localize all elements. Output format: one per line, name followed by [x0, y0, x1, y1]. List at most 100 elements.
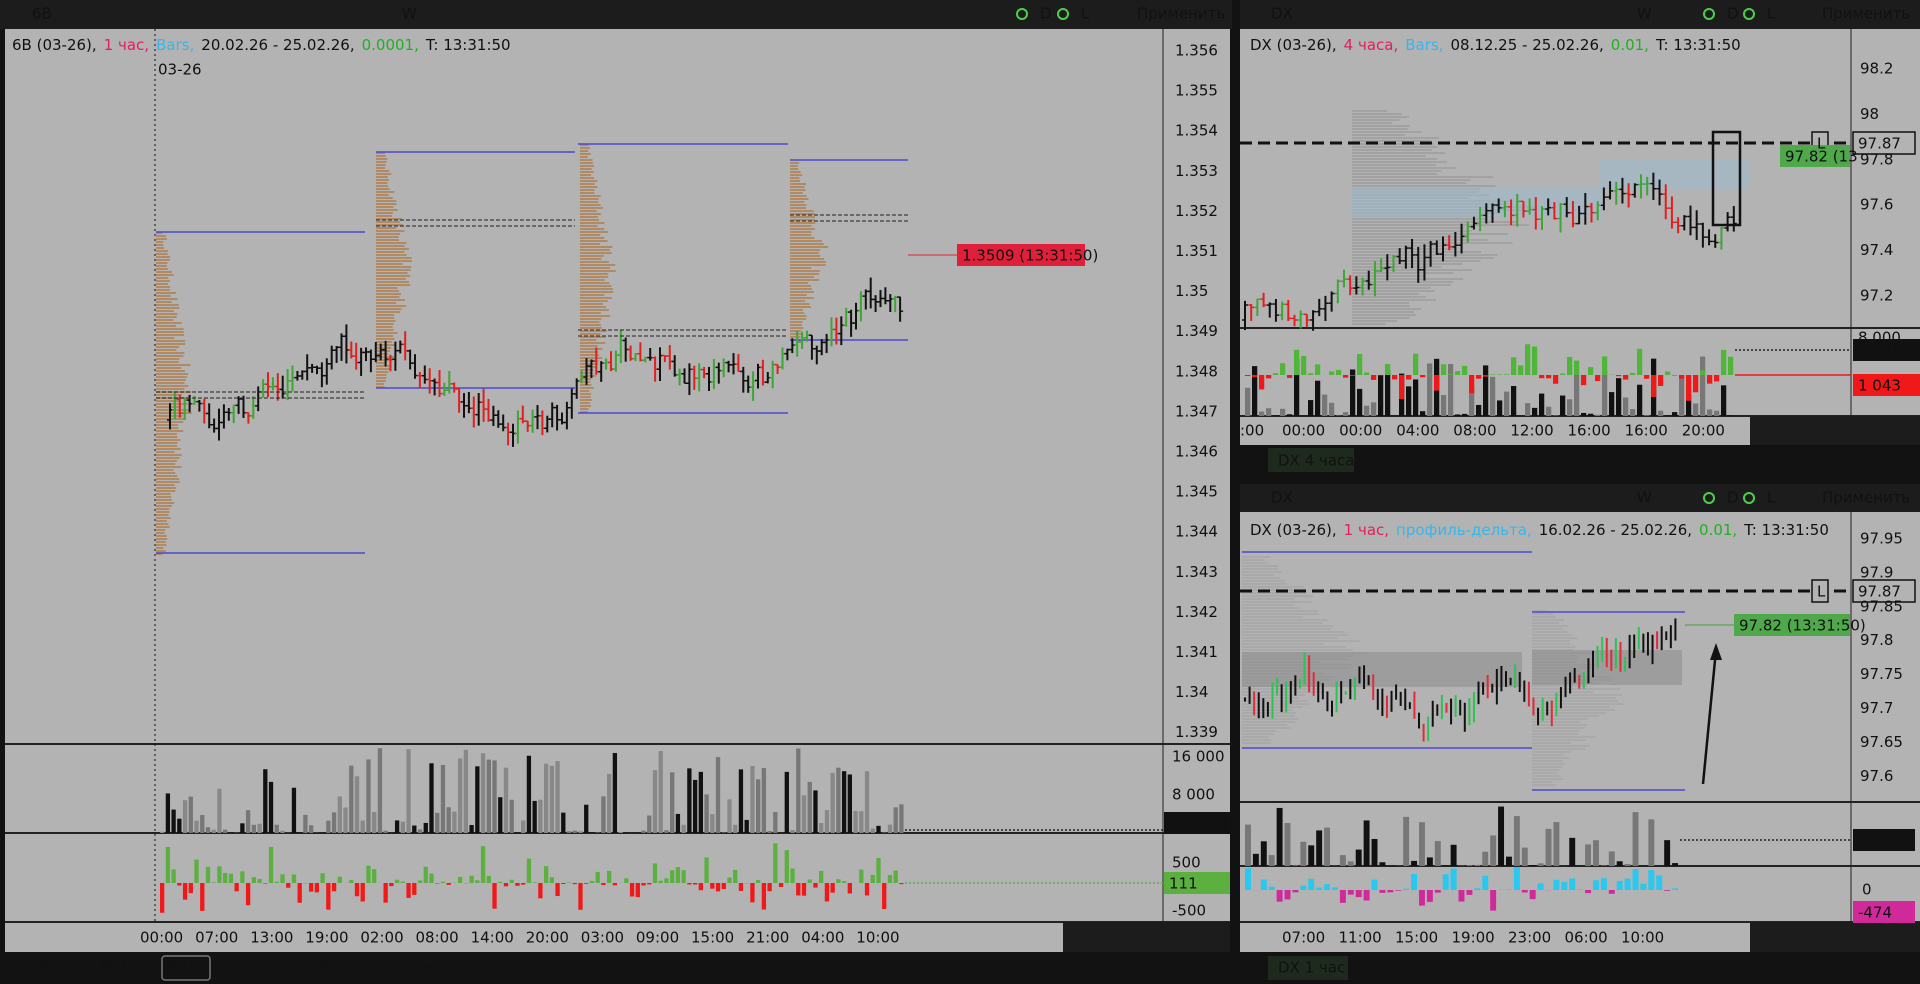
shape: [188, 883, 193, 894]
shape: [1632, 812, 1639, 866]
shape: [1609, 392, 1615, 416]
shape: [156, 256, 170, 258]
shape: [819, 870, 824, 883]
header-time: T: 13:31:50: [425, 36, 511, 54]
tab[interactable]: DX День: [463, 959, 529, 977]
tab[interactable]: 6B4h: [218, 959, 257, 977]
period[interactable]: W: [1637, 489, 1652, 507]
tab[interactable]: DX Неделя: [541, 959, 626, 977]
period[interactable]: W: [402, 5, 417, 23]
shape: [1315, 380, 1321, 416]
price-tick-label: 1.343: [1175, 563, 1218, 581]
shape: [715, 883, 721, 892]
shape: [211, 829, 216, 833]
toggle[interactable]: D: [1727, 5, 1739, 23]
shape: [893, 807, 898, 833]
shape: [1482, 875, 1489, 890]
tab[interactable]: DX 4 часа: [1278, 452, 1354, 470]
tab[interactable]: DX 15 мин: [372, 959, 453, 977]
shape: [376, 374, 387, 376]
shape: [1352, 257, 1494, 259]
tab[interactable]: DX 1 час: [1278, 959, 1345, 977]
shape: [1658, 410, 1664, 416]
shape: [200, 815, 205, 833]
shape: [1553, 879, 1560, 890]
price-tick-label: 1.355: [1175, 82, 1218, 100]
tab[interactable]: 6B5m: [40, 959, 84, 977]
shape: [819, 822, 824, 833]
shape: [1352, 281, 1454, 283]
shape: [446, 883, 451, 885]
toggle[interactable]: D: [1040, 5, 1052, 23]
shape: [376, 362, 387, 364]
shape: [1352, 296, 1427, 298]
shape: [1352, 152, 1446, 154]
header-chart-type: профиль-дельта,: [1396, 521, 1532, 539]
shape: [641, 883, 646, 886]
shape: [156, 496, 172, 498]
shape: [1426, 890, 1433, 902]
shape: [156, 439, 181, 441]
delta-tick-label: -500: [1172, 902, 1206, 920]
toggle[interactable]: L: [1767, 5, 1776, 23]
period[interactable]: W: [1637, 5, 1652, 23]
shape: [1569, 878, 1576, 890]
price-tick-label: 02:00: [360, 929, 403, 947]
toggle[interactable]: D: [1727, 489, 1739, 507]
tab[interactable]: 6B15m: [100, 959, 154, 977]
apply-button[interactable]: Применить: [1137, 5, 1225, 23]
shape: [704, 857, 709, 883]
shape: [1532, 628, 1564, 630]
price-tick-label: 19:00: [305, 929, 348, 947]
shape: [331, 812, 337, 833]
shape: [1352, 149, 1432, 151]
time-tick-label: 12:00: [1510, 422, 1553, 440]
shape: [1419, 822, 1425, 866]
shape: [790, 186, 805, 188]
time-tick-label: 00:00: [1282, 422, 1325, 440]
shape: [156, 493, 171, 495]
price-tick-label: 08:00: [416, 929, 459, 947]
apply-button[interactable]: Применить: [1822, 5, 1910, 23]
shape: [1242, 694, 1306, 696]
shape: [1413, 379, 1419, 416]
shape: [1352, 269, 1473, 271]
shape: [435, 812, 440, 833]
tab[interactable]: +: [14, 959, 27, 977]
shape: [376, 215, 392, 217]
shape: [376, 155, 386, 157]
header-chart-type: Bars,: [156, 36, 194, 54]
toggle[interactable]: L: [1081, 5, 1090, 23]
tab[interactable]: 6Bw: [320, 959, 352, 977]
chart-drawings: [156, 8, 1920, 981]
shape: [1242, 586, 1305, 588]
time-tick-label: 07:00: [1282, 929, 1325, 947]
tab[interactable]: +: [1250, 452, 1263, 470]
shape: [580, 144, 589, 146]
toggle[interactable]: L: [1767, 489, 1776, 507]
shape: [773, 811, 778, 833]
shape: [156, 505, 172, 507]
shape: [790, 258, 825, 260]
shape: [156, 319, 174, 321]
shape: [1406, 375, 1412, 380]
shape: [156, 529, 166, 531]
tab[interactable]: 6B1h: [167, 959, 206, 977]
price-tick-label: 97.6: [1860, 196, 1893, 214]
symbol[interactable]: DX: [1271, 489, 1293, 507]
tab[interactable]: +: [1250, 959, 1263, 977]
shape: [1693, 403, 1699, 416]
apply-button[interactable]: Применить: [1822, 489, 1910, 507]
shape: [580, 198, 599, 200]
shape: [1352, 173, 1438, 175]
shape: [957, 244, 1085, 266]
shape: [750, 883, 755, 903]
shape: [521, 820, 526, 833]
symbol[interactable]: 6B: [32, 5, 52, 23]
shape: [1260, 841, 1267, 866]
shape: [790, 201, 805, 203]
symbol[interactable]: DX: [1271, 5, 1293, 23]
shape: [156, 283, 168, 285]
shape: [1347, 861, 1354, 866]
tab[interactable]: 6Bd: [274, 959, 303, 977]
